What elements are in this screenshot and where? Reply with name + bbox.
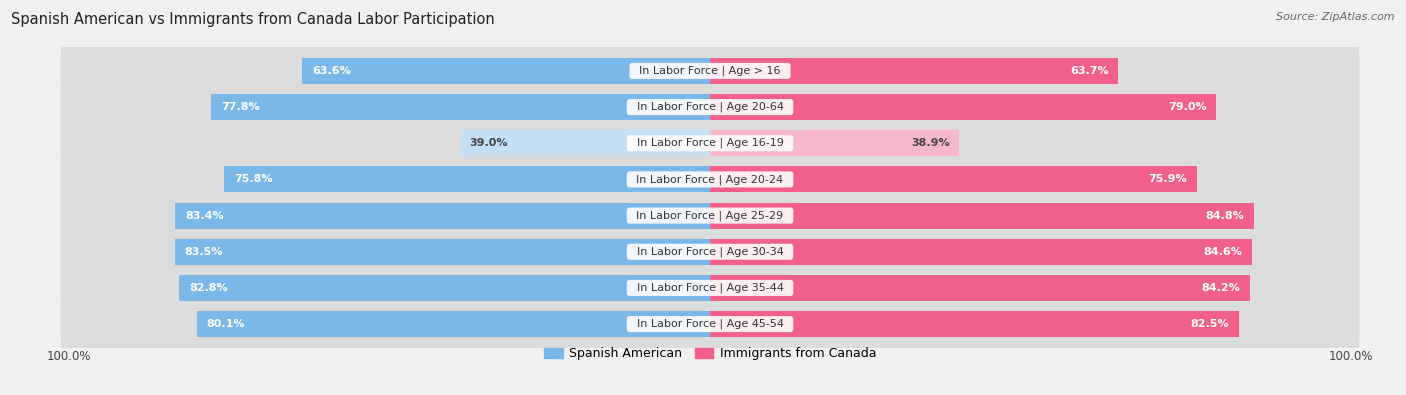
Text: 77.8%: 77.8% (221, 102, 260, 112)
Bar (302, 58, 710, 84)
Bar (197, 311, 710, 337)
Bar (710, 58, 1118, 84)
Text: 84.6%: 84.6% (1204, 247, 1243, 257)
Text: In Labor Force | Age 20-24: In Labor Force | Age 20-24 (630, 174, 790, 185)
Text: In Labor Force | Age 35-44: In Labor Force | Age 35-44 (630, 283, 790, 293)
Text: In Labor Force | Age 20-64: In Labor Force | Age 20-64 (630, 102, 790, 112)
Bar (224, 166, 710, 192)
Text: In Labor Force | Age 16-19: In Labor Force | Age 16-19 (630, 138, 790, 149)
Bar (710, 166, 1197, 192)
Bar (710, 94, 1216, 120)
Text: 83.5%: 83.5% (184, 247, 222, 257)
Text: Spanish American vs Immigrants from Canada Labor Participation: Spanish American vs Immigrants from Cana… (11, 12, 495, 27)
Bar (710, 311, 1239, 337)
Bar (211, 94, 710, 120)
Text: 38.9%: 38.9% (911, 138, 950, 148)
Bar (460, 130, 710, 156)
FancyBboxPatch shape (60, 298, 1360, 350)
Bar (710, 203, 1254, 229)
Text: 75.8%: 75.8% (233, 175, 273, 184)
Text: 63.6%: 63.6% (312, 66, 350, 76)
Text: 80.1%: 80.1% (207, 319, 245, 329)
Text: 82.5%: 82.5% (1191, 319, 1229, 329)
Text: In Labor Force | Age 30-34: In Labor Force | Age 30-34 (630, 246, 790, 257)
Legend: Spanish American, Immigrants from Canada: Spanish American, Immigrants from Canada (538, 342, 882, 365)
Text: 84.2%: 84.2% (1201, 283, 1240, 293)
Bar (710, 130, 959, 156)
Text: In Labor Force | Age 25-29: In Labor Force | Age 25-29 (630, 210, 790, 221)
Text: 83.4%: 83.4% (186, 211, 224, 220)
Text: 39.0%: 39.0% (470, 138, 508, 148)
Bar (710, 239, 1253, 265)
FancyBboxPatch shape (60, 190, 1360, 241)
Text: 84.8%: 84.8% (1205, 211, 1244, 220)
Text: 79.0%: 79.0% (1168, 102, 1206, 112)
Bar (176, 203, 710, 229)
Text: In Labor Force | Age > 16: In Labor Force | Age > 16 (633, 66, 787, 76)
FancyBboxPatch shape (60, 118, 1360, 169)
Bar (710, 275, 1250, 301)
Bar (174, 239, 710, 265)
FancyBboxPatch shape (60, 45, 1360, 97)
Bar (180, 275, 710, 301)
Text: 82.8%: 82.8% (188, 283, 228, 293)
FancyBboxPatch shape (60, 262, 1360, 314)
FancyBboxPatch shape (60, 226, 1360, 277)
FancyBboxPatch shape (60, 81, 1360, 133)
Text: 63.7%: 63.7% (1070, 66, 1109, 76)
FancyBboxPatch shape (60, 154, 1360, 205)
Text: Source: ZipAtlas.com: Source: ZipAtlas.com (1277, 12, 1395, 22)
Text: In Labor Force | Age 45-54: In Labor Force | Age 45-54 (630, 319, 790, 329)
Text: 75.9%: 75.9% (1149, 175, 1187, 184)
